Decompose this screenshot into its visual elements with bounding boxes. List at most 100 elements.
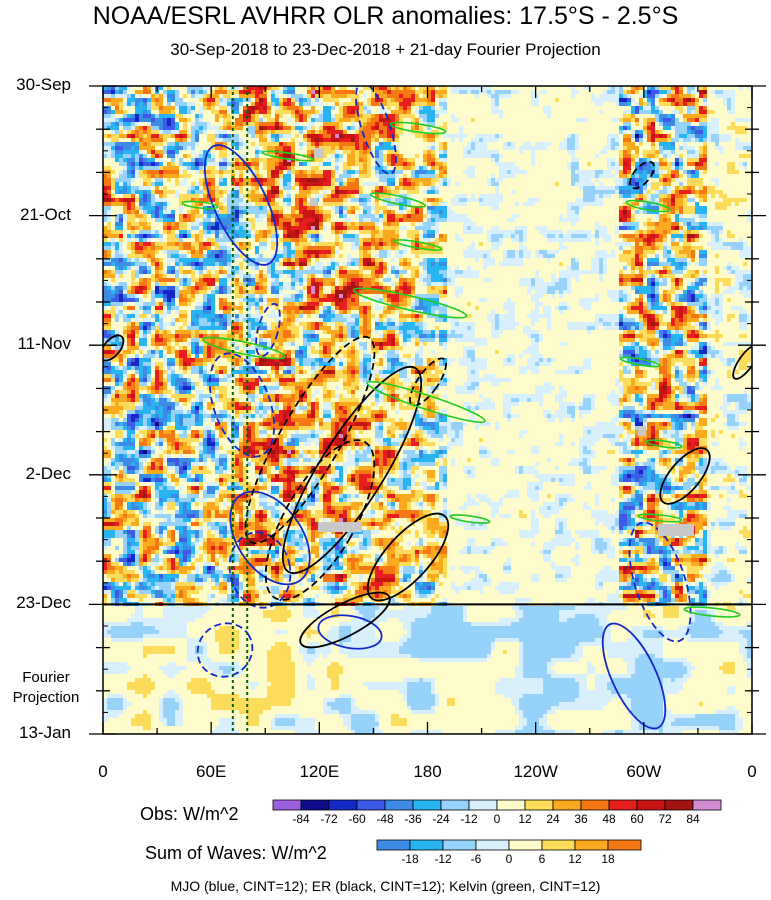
obs-colorbar-title: Obs: W/m^2 — [140, 804, 239, 824]
obs-colorbar-tick-label: 72 — [658, 812, 672, 826]
obs-colorbar-swatch — [468, 799, 498, 811]
obs-colorbar-tick-label: 60 — [630, 812, 644, 826]
waves-colorbar-tick-label: 0 — [505, 852, 513, 866]
wave-contour — [645, 439, 683, 449]
wave-contour — [352, 287, 468, 319]
obs-colorbar-tick-label: -24 — [432, 812, 450, 826]
wave-contour — [409, 357, 447, 407]
wave-contour — [264, 439, 376, 601]
obs-colorbar-tick-label: 48 — [602, 812, 616, 826]
wave-contours — [103, 86, 752, 730]
wave-contour — [261, 150, 315, 162]
missing-data-patch — [314, 148, 324, 158]
obs-colorbar-tick-label: 36 — [574, 812, 588, 826]
waves-colorbar-swatch — [376, 839, 411, 851]
wave-contour — [625, 199, 671, 213]
chart-title: NOAA/ESRL AVHRR OLR anomalies: 17.5°S - … — [92, 2, 679, 30]
waves-colorbar-swatch — [409, 839, 444, 851]
wave-contour — [244, 335, 376, 545]
waves-colorbar-tick-label: 6 — [538, 852, 546, 866]
y-tick-label: 11-Nov — [17, 334, 71, 354]
obs-colorbar-tick-label: -84 — [292, 812, 310, 826]
wave-contour — [299, 591, 391, 649]
wave-contour — [659, 447, 711, 505]
wave-contour — [637, 513, 683, 523]
missing-data-patch — [658, 524, 694, 536]
legend-footer: MJO (blue, CINT=12); ER (black, CINT=12)… — [170, 878, 601, 894]
obs-colorbar-tick-label: 24 — [546, 812, 560, 826]
wave-contour — [619, 356, 661, 368]
waves-colorbar-swatch — [442, 839, 477, 851]
waves-colorbar-title: Sum of Waves: W/m^2 — [145, 843, 327, 863]
y-tick-label: 2-Dec — [25, 463, 71, 483]
waves-colorbar-tick-label: 12 — [568, 852, 582, 866]
wave-contour — [366, 512, 450, 602]
obs-colorbar-tick-label: -12 — [460, 812, 478, 826]
y-tick-label: 21-Oct — [19, 204, 71, 224]
waves-colorbar-swatch — [574, 839, 609, 851]
waves-colorbar-swatch — [508, 839, 543, 851]
obs-colorbar-swatch — [636, 799, 666, 811]
obs-colorbar-swatch — [552, 799, 582, 811]
wave-contour — [317, 614, 383, 650]
plot-axes — [89, 85, 766, 735]
projection-label: Fourier Projection — [0, 668, 92, 708]
obs-colorbar-swatch — [580, 799, 610, 811]
waves-colorbar-tick-label: -6 — [470, 852, 482, 866]
chart-subtitle: 30-Sep-2018 to 23-Dec-2018 + 21-day Four… — [170, 40, 601, 59]
wave-contour — [103, 334, 125, 362]
obs-colorbar-swatch — [692, 799, 722, 811]
obs-colorbar-tick-label: -48 — [376, 812, 394, 826]
y-tick-label: 30-Sep — [16, 75, 71, 94]
wave-contour — [355, 86, 397, 175]
missing-data-patch — [318, 522, 362, 532]
waves-colorbar-swatch — [475, 839, 510, 851]
wave-contour — [229, 490, 311, 586]
wave-contour — [255, 302, 281, 358]
obs-colorbar-tick-label: -36 — [404, 812, 422, 826]
obs-colorbar-swatch — [608, 799, 638, 811]
obs-colorbar-swatch — [440, 799, 470, 811]
obs-colorbar-swatch — [384, 799, 414, 811]
obs-colorbar-swatch — [328, 799, 358, 811]
y-tick-label: 13-Jan — [19, 723, 71, 742]
wave-contour — [449, 514, 491, 524]
wave-contour — [366, 380, 486, 424]
obs-colorbar-tick-label: 12 — [518, 812, 532, 826]
wave-contour — [393, 239, 443, 251]
obs-colorbar-swatch — [412, 799, 442, 811]
obs-colorbar-swatch — [664, 799, 694, 811]
obs-colorbar-swatch — [272, 799, 302, 811]
wave-contour — [203, 144, 279, 266]
missing-data-patch — [638, 426, 646, 436]
wave-contour — [683, 606, 741, 618]
wave-contour — [369, 192, 427, 208]
x-tick-label: 180 — [413, 762, 442, 781]
x-tick-label: 120W — [513, 762, 558, 781]
obs-colorbar-tick-label: -72 — [320, 812, 338, 826]
x-tick-label: 0 — [98, 762, 108, 781]
waves-colorbar-tick-label: -12 — [434, 852, 452, 866]
obs-colorbar-swatch — [524, 799, 554, 811]
wave-contour — [202, 336, 286, 360]
wave-contour — [629, 160, 655, 190]
obs-colorbar-swatch — [356, 799, 386, 811]
obs-colorbar-tick-label: 0 — [493, 812, 501, 826]
colorbars — [272, 799, 722, 851]
obs-colorbar-tick-label: 84 — [686, 812, 700, 826]
wave-contour — [228, 531, 292, 609]
obs-colorbar-swatch — [496, 799, 526, 811]
x-tick-label: 120E — [299, 762, 340, 781]
wave-contour — [208, 352, 276, 458]
wave-contour — [628, 521, 692, 643]
y-tick-label: 23-Dec — [16, 593, 71, 613]
missing-data-patch — [310, 198, 318, 206]
obs-colorbar-tick-label: -60 — [348, 812, 366, 826]
wave-contour — [601, 622, 667, 730]
projection-label-line1: Fourier — [22, 669, 70, 686]
projection-label-line2: Projection — [12, 689, 80, 706]
waves-colorbar-tick-label: 18 — [601, 852, 615, 866]
wave-contour — [281, 365, 423, 575]
waves-colorbar-tick-label: -18 — [401, 852, 419, 866]
